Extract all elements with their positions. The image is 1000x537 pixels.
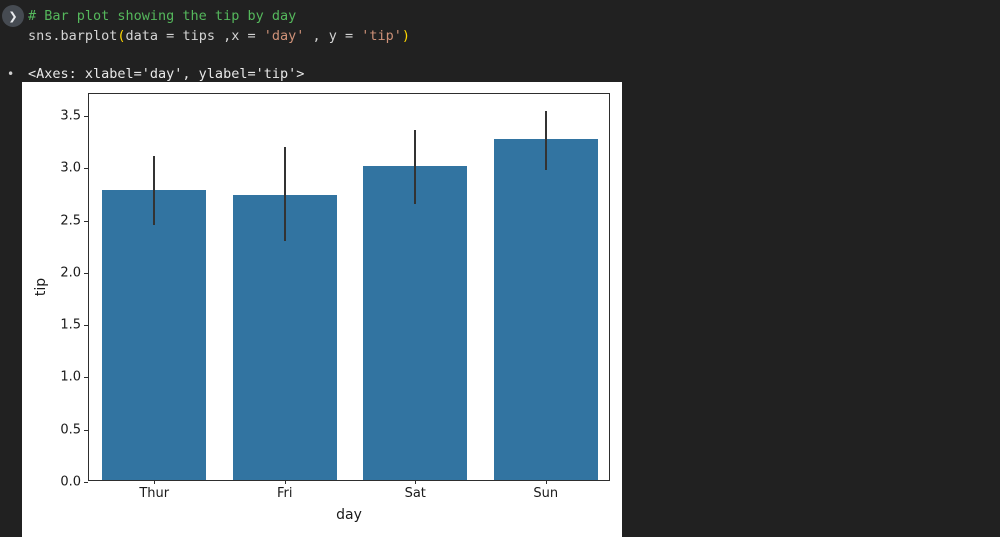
y-tick-label-1.5: 1.5: [60, 317, 81, 333]
run-cell-button[interactable]: ❯: [2, 5, 24, 27]
code-statement[interactable]: sns.barplot(data = tips ,x = 'day' , y =…: [28, 28, 410, 44]
code-token-string: 'day': [263, 28, 305, 44]
y-tick-label-2.5: 2.5: [60, 213, 81, 229]
y-tick-label-3.0: 3.0: [60, 160, 81, 176]
y-tick-label-0.0: 0.0: [60, 474, 81, 490]
y-tick-mark: [84, 482, 88, 483]
plot-area: day tip Thur Fri Sat Sun 0.0 0.5 1.0 1.5 2.0 2.5 3…: [33, 93, 610, 523]
code-comment[interactable]: # Bar plot showing the tip by day: [28, 8, 297, 24]
error-bar-thur: [153, 155, 156, 225]
bar-sun: [493, 139, 598, 480]
y-tick-label-1.0: 1.0: [60, 369, 81, 385]
error-bar-sun: [544, 110, 547, 171]
error-bar-fri: [283, 147, 286, 242]
x-tick-mark: [284, 480, 286, 484]
y-tick-mark: [84, 429, 88, 431]
x-tick-label-sun: Sun: [533, 486, 559, 501]
y-tick-mark: [84, 272, 88, 274]
output-repr-text: <Axes: xlabel='day', ylabel='tip'>: [28, 66, 305, 82]
error-bar-sat: [414, 129, 417, 204]
code-token-bracket: ): [401, 28, 411, 44]
x-tick-label-fri: Fri: [277, 486, 293, 501]
y-tick-mark: [84, 115, 88, 117]
plot-figure-output: day tip Thur Fri Sat Sun 0.0 0.5 1.0 1.5 2.0 2.5 3…: [22, 82, 622, 537]
code-token-plain: sns.barplot: [28, 28, 118, 44]
bar-sat: [363, 166, 468, 480]
y-tick-mark: [84, 220, 88, 222]
x-tick-mark: [415, 480, 417, 484]
play-icon: ❯: [8, 9, 18, 23]
x-tick-label-sat: Sat: [404, 486, 426, 501]
y-tick-mark: [84, 377, 88, 379]
code-token-bracket: (: [117, 28, 126, 44]
bar-fri: [232, 194, 337, 480]
y-tick-label-2.0: 2.0: [60, 265, 81, 281]
x-axis-label: day: [336, 507, 362, 523]
code-token-plain: , y =: [304, 28, 362, 44]
y-tick-mark: [84, 168, 88, 170]
y-tick-label-3.5: 3.5: [60, 108, 81, 124]
x-tick-label-thur: Thur: [139, 486, 170, 501]
code-token-plain: data = tips ,x =: [125, 28, 264, 44]
code-token-string: 'tip': [361, 28, 402, 44]
bar-thur: [102, 190, 207, 480]
y-axis-label: tip: [33, 277, 49, 297]
x-tick-mark: [154, 480, 156, 484]
x-tick-mark: [545, 480, 547, 484]
output-bullet: •: [7, 67, 15, 81]
y-tick-mark: [84, 325, 88, 327]
y-tick-label-0.5: 0.5: [60, 422, 81, 438]
